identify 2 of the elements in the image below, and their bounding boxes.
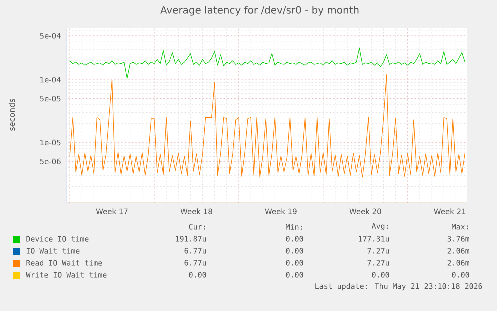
line-series xyxy=(70,48,466,79)
chart-title: Average latency for /dev/sr0 - by month xyxy=(160,6,359,16)
